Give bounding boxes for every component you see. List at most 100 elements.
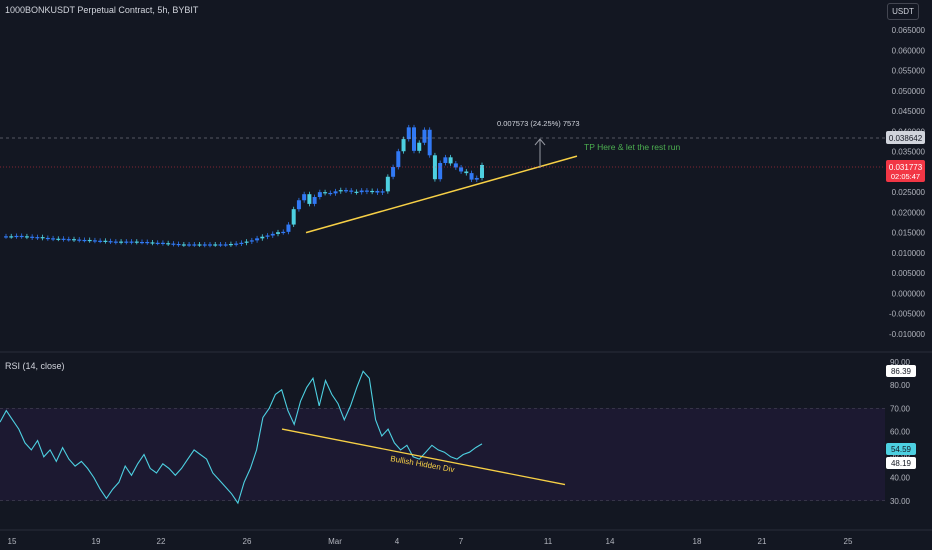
candle-body [338, 190, 343, 192]
price-axis-tick: 0.000000 [892, 289, 926, 298]
candle-body [150, 242, 155, 244]
candle-body [134, 241, 139, 243]
target-price-text: 0.038642 [889, 134, 923, 143]
candle-body [281, 231, 286, 234]
candle-body [9, 236, 14, 238]
rsi-title: RSI (14, close) [5, 361, 65, 371]
price-axis-tick: 0.015000 [892, 229, 926, 238]
candle-body [4, 236, 8, 238]
candle-body [98, 240, 103, 242]
time-axis-tick: 11 [544, 537, 553, 546]
candle-body [218, 244, 223, 246]
measure-arrow [534, 138, 546, 168]
candle-body [119, 241, 124, 243]
price-axis-tick: 0.035000 [892, 148, 926, 157]
candle-body [480, 165, 484, 178]
rsi-axis-tick: 60.00 [890, 427, 911, 436]
price-axis-tick: 0.005000 [892, 269, 926, 278]
support-trendline [305, 155, 578, 234]
time-axis-tick: 22 [157, 537, 166, 546]
candle-body [270, 233, 275, 236]
time-axis-tick: 4 [395, 537, 400, 546]
candle-body [202, 244, 207, 246]
rsi-current-text: 54.59 [891, 445, 912, 454]
rsi-axis-tick: 70.00 [890, 404, 911, 413]
time-axis-tick: 26 [243, 537, 252, 546]
candle-body [438, 162, 443, 180]
target-price-tag [886, 131, 925, 144]
candle-body [417, 142, 422, 151]
time-axis-tick: 21 [758, 537, 767, 546]
candle-body [92, 240, 97, 242]
candle-body [155, 242, 160, 244]
candle-body [448, 157, 453, 164]
candle-body [249, 240, 254, 242]
candle-body [244, 241, 249, 243]
candle-body [213, 244, 218, 246]
rsi-low-tag [886, 457, 916, 469]
candle-body [166, 243, 171, 245]
candle-body [432, 155, 437, 180]
candle-body [66, 239, 71, 241]
chart-title: 1000BONKUSDT Perpetual Contract, 5h, BYB… [5, 5, 199, 15]
candle-body [228, 244, 233, 246]
rsi-low-text: 48.19 [891, 459, 912, 468]
candle-body [181, 244, 186, 246]
current-price-tag [886, 160, 925, 182]
candle-body [140, 241, 144, 244]
candle-body [24, 236, 29, 238]
rsi-current-tag [886, 443, 916, 455]
candle-body [197, 244, 202, 246]
rsi-line [0, 370, 483, 505]
candle-body [312, 197, 317, 204]
time-axis-tick: 15 [8, 537, 17, 546]
candle-body [317, 192, 322, 198]
candle-body [401, 139, 406, 152]
rsi-axis-tick: 30.00 [890, 497, 911, 506]
price-axis-tick: 0.050000 [892, 87, 926, 96]
candle-body [176, 244, 181, 246]
candle-body [239, 242, 244, 244]
candle-body [276, 232, 280, 234]
candle-body [349, 190, 354, 192]
price-axis-tick: 0.045000 [892, 107, 926, 116]
price-axis-tick: 0.060000 [892, 46, 926, 55]
candle-body [406, 127, 411, 140]
rsi-high-text: 86.39 [891, 367, 912, 376]
candle-body [103, 240, 108, 242]
time-axis-tick: 18 [693, 537, 702, 546]
time-axis-tick: 25 [844, 537, 853, 546]
candle-body [51, 238, 56, 240]
candle-body [333, 191, 338, 194]
candle-body [453, 163, 458, 168]
candle-body [14, 235, 19, 238]
candle-body [30, 236, 35, 238]
price-axis-tick: -0.010000 [889, 330, 926, 339]
rsi-axis-tick: 40.00 [890, 474, 911, 483]
candle-body [396, 151, 401, 168]
candle-body [160, 242, 165, 244]
price-axis-tick: 0.020000 [892, 208, 926, 217]
candle-body [422, 129, 427, 143]
time-axis-tick: 7 [459, 537, 464, 546]
currency-selector[interactable]: USDT [887, 3, 919, 20]
candle-body [129, 241, 134, 243]
tp-annotation: TP Here & let the rest run [584, 142, 680, 152]
candle-body [113, 241, 118, 243]
current-price-text: 0.031773 [889, 163, 923, 172]
candle-body [171, 243, 176, 245]
candle-body [291, 209, 296, 225]
candle-body [124, 241, 129, 243]
candle-body [223, 244, 228, 246]
rsi-band [0, 408, 885, 501]
candle-body [296, 200, 301, 210]
rsi-axis-tick: 90.00 [890, 358, 911, 367]
candle-body [192, 244, 197, 246]
candle-body [35, 237, 40, 239]
candle-body [234, 243, 239, 245]
price-axis-tick: 0.010000 [892, 249, 926, 258]
candle-body [323, 192, 328, 194]
price-axis-tick: 0.055000 [892, 67, 926, 76]
candle-body [354, 191, 359, 193]
